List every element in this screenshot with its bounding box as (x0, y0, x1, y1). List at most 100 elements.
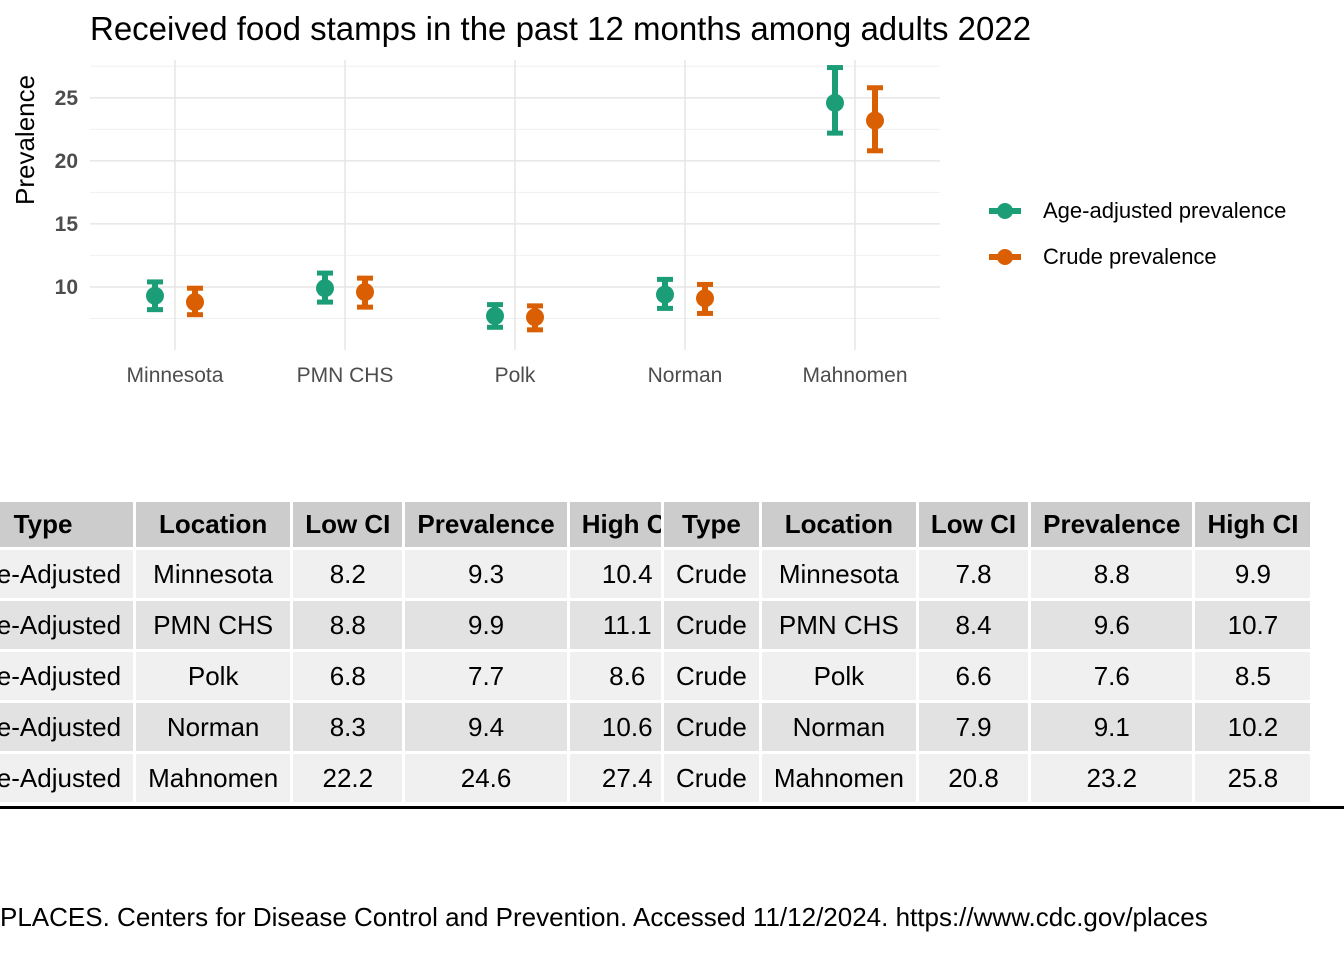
cell-prevalence: 7.7 (405, 652, 567, 700)
cell-location: PMN CHS (136, 601, 291, 649)
cell-prevalence: 7.6 (1031, 652, 1193, 700)
cell-prevalence: 23.2 (1031, 754, 1193, 802)
col-header-prevalence: Prevalence (1031, 502, 1193, 547)
table-bottom-rule (0, 806, 1344, 809)
crude-table-container: Type Location Low CI Prevalence High CI … (661, 502, 1344, 808)
col-header-type: Type (0, 502, 134, 547)
cell-low-ci: 20.8 (918, 754, 1029, 802)
cell-type: Age-Adjusted (0, 703, 134, 751)
cell-type: Age-Adjusted (0, 550, 134, 598)
legend-dot-1 (997, 249, 1013, 265)
col-header-type: Type (664, 502, 759, 547)
chart-title: Received food stamps in the past 12 mont… (90, 10, 1032, 47)
age-adjusted-table-container: Type Location Low CI Prevalence High CI … (0, 502, 661, 808)
col-header-high-ci: High CI (569, 502, 661, 547)
cell-prevalence: 9.9 (405, 601, 567, 649)
cell-location: Polk (761, 652, 916, 700)
x-tick-label: Norman (648, 364, 723, 387)
cell-high-ci: 27.4 (569, 754, 661, 802)
data-point (866, 111, 884, 130)
legend-dot-0 (997, 203, 1013, 219)
legend-key-age-adjusted (985, 196, 1025, 226)
cell-type: Age-Adjusted (0, 754, 134, 802)
cell-high-ci: 8.6 (569, 652, 661, 700)
data-point (486, 306, 504, 325)
data-point (526, 308, 544, 327)
y-tick-label: 20 (55, 150, 78, 173)
cell-location: Mahnomen (761, 754, 916, 802)
cell-location: Minnesota (136, 550, 291, 598)
cell-location: Norman (136, 703, 291, 751)
cell-type: Age-Adjusted (0, 601, 134, 649)
cell-high-ci: 10.6 (569, 703, 661, 751)
col-header-high-ci: High CI (1195, 502, 1311, 547)
cell-high-ci: 10.2 (1195, 703, 1311, 751)
cell-prevalence: 9.1 (1031, 703, 1193, 751)
table-row: Crude Minnesota 7.8 8.8 9.9 (664, 550, 1311, 598)
cell-high-ci: 8.5 (1195, 652, 1311, 700)
cell-low-ci: 22.2 (293, 754, 403, 802)
data-point (696, 289, 714, 308)
legend-label-age-adjusted: Age-adjusted prevalence (1043, 198, 1287, 223)
cell-type: Age-Adjusted (0, 652, 134, 700)
cell-low-ci: 6.8 (293, 652, 403, 700)
chart-area: 10 15 20 25 Minnesota PMN CHS Polk Norman Mahnom… (0, 0, 1344, 400)
y-tick-label: 15 (55, 213, 79, 236)
col-header-prevalence: Prevalence (405, 502, 567, 547)
col-header-location: Location (761, 502, 916, 547)
cell-low-ci: 7.9 (918, 703, 1029, 751)
cell-high-ci: 9.9 (1195, 550, 1311, 598)
data-point (316, 279, 334, 298)
table-header-row: Type Location Low CI Prevalence High CI (0, 502, 661, 547)
cell-high-ci: 11.1 (569, 601, 661, 649)
cell-low-ci: 8.8 (293, 601, 403, 649)
table-row: Crude Mahnomen 20.8 23.2 25.8 (664, 754, 1311, 802)
crude-table: Type Location Low CI Prevalence High CI … (661, 502, 1313, 805)
table-row: Crude Polk 6.6 7.6 8.5 (664, 652, 1311, 700)
table-row: Crude Norman 7.9 9.1 10.2 (664, 703, 1311, 751)
age-adjusted-table: Type Location Low CI Prevalence High CI … (0, 502, 661, 805)
data-point (146, 286, 164, 305)
source-citation: PLACES. Centers for Disease Control and … (0, 902, 1208, 932)
cell-prevalence: 9.4 (405, 703, 567, 751)
cell-low-ci: 8.4 (918, 601, 1029, 649)
y-tick-label: 10 (55, 276, 78, 299)
legend: Age-adjusted prevalence Crude prevalence (985, 188, 1286, 280)
col-header-location: Location (136, 502, 291, 547)
cell-prevalence: 9.3 (405, 550, 567, 598)
cell-prevalence: 8.8 (1031, 550, 1193, 598)
cell-high-ci: 25.8 (1195, 754, 1311, 802)
cell-low-ci: 8.3 (293, 703, 403, 751)
x-tick-label: Mahnomen (802, 364, 907, 387)
cell-high-ci: 10.7 (1195, 601, 1311, 649)
cell-location: PMN CHS (761, 601, 916, 649)
cell-type: Crude (664, 703, 759, 751)
cell-type: Crude (664, 754, 759, 802)
cell-low-ci: 6.6 (918, 652, 1029, 700)
cell-low-ci: 8.2 (293, 550, 403, 598)
cell-type: Crude (664, 601, 759, 649)
cell-location: Norman (761, 703, 916, 751)
legend-item-crude: Crude prevalence (985, 234, 1286, 280)
table-header-row: Type Location Low CI Prevalence High CI (664, 502, 1311, 547)
col-header-low-ci: Low CI (918, 502, 1029, 547)
cell-location: Polk (136, 652, 291, 700)
cell-location: Mahnomen (136, 754, 291, 802)
x-tick-label: Minnesota (127, 364, 224, 387)
legend-key-crude (985, 242, 1025, 272)
data-point (356, 283, 374, 301)
y-tick-label: 25 (55, 87, 79, 110)
cell-location: Minnesota (761, 550, 916, 598)
data-point (656, 285, 674, 304)
legend-item-age-adjusted: Age-adjusted prevalence (985, 188, 1286, 234)
table-row: Crude PMN CHS 8.4 9.6 10.7 (664, 601, 1311, 649)
cell-low-ci: 7.8 (918, 550, 1029, 598)
data-point (826, 93, 844, 112)
cell-prevalence: 9.6 (1031, 601, 1193, 649)
cell-prevalence: 24.6 (405, 754, 567, 802)
cell-type: Crude (664, 550, 759, 598)
